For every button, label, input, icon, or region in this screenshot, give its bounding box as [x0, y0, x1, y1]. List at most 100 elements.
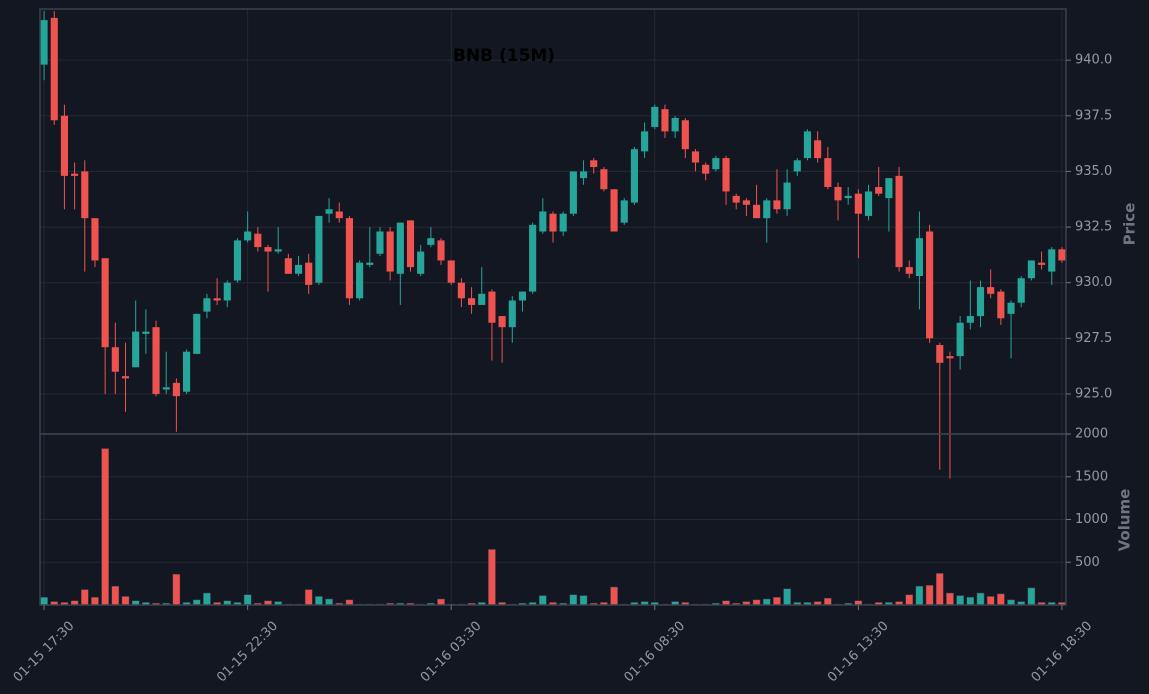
candle-body — [946, 356, 954, 359]
candle-body — [518, 291, 527, 301]
candle-body — [763, 200, 771, 219]
candle-body — [488, 291, 496, 323]
y-tick-label: 925.0 — [1075, 386, 1112, 401]
volume-bar — [91, 597, 99, 606]
candle-body — [213, 298, 221, 301]
volume-bar — [579, 595, 588, 606]
volume-tick-label: 2000 — [1075, 427, 1108, 442]
candle-body — [691, 151, 700, 163]
candle-body — [661, 109, 669, 132]
candle-body — [203, 298, 211, 312]
candle-body — [294, 264, 303, 274]
chart-title: BNB (15M) — [453, 46, 555, 66]
candle-body — [345, 218, 353, 299]
candle-body — [579, 171, 588, 179]
candle-body — [193, 313, 201, 354]
volume-bar — [946, 592, 954, 606]
volume-bar — [569, 594, 578, 606]
candle-body — [549, 213, 557, 232]
candle-body — [610, 189, 618, 232]
candle-body — [559, 213, 567, 232]
volume-bar — [783, 588, 791, 606]
candle-body — [284, 258, 292, 274]
candle-body — [478, 293, 486, 305]
y-tick-label: 940.0 — [1075, 53, 1112, 68]
candle-body — [905, 267, 913, 274]
volume-bar — [172, 573, 181, 606]
candle-body — [111, 347, 119, 372]
candle-body — [121, 376, 130, 379]
candle-body — [162, 387, 170, 390]
candle-body — [91, 218, 99, 261]
candle-body — [40, 20, 48, 65]
candle-body — [437, 240, 445, 261]
candle-body — [651, 106, 659, 127]
y-axis-label: Price — [1121, 203, 1139, 246]
candle-body — [742, 200, 750, 205]
volume-bar — [111, 585, 120, 606]
candle-body — [457, 282, 465, 299]
volume-bar — [243, 594, 252, 606]
candle-body — [244, 231, 252, 241]
candle-body — [274, 249, 282, 252]
candle-body — [366, 262, 374, 265]
candle-body — [885, 178, 893, 199]
candle-body — [590, 160, 598, 167]
volume-bar — [325, 598, 333, 606]
candle-body — [386, 231, 394, 272]
candle-body — [142, 331, 150, 334]
candle-body — [447, 260, 455, 283]
volume-bar — [304, 589, 313, 606]
candle-body — [508, 300, 516, 328]
volume-bar — [539, 595, 547, 606]
candle-body — [183, 351, 191, 392]
candle-body — [803, 131, 812, 159]
volume-axis-label: Volume — [1116, 489, 1134, 552]
volume-bar — [40, 597, 48, 606]
candle-body — [396, 222, 404, 274]
candle-body — [997, 291, 1005, 319]
candle-body — [793, 160, 801, 172]
candle-body — [844, 195, 852, 199]
volume-bar — [315, 596, 323, 606]
volume-tick-label: 1500 — [1075, 469, 1108, 484]
volume-bar — [956, 595, 964, 606]
candle-body — [864, 191, 873, 216]
y-tick-label: 937.5 — [1075, 108, 1112, 123]
candle-body — [1038, 262, 1046, 265]
candle-body — [722, 158, 730, 192]
y-tick-label: 935.0 — [1075, 164, 1112, 179]
candle-body — [71, 173, 79, 176]
candle-body — [81, 171, 89, 219]
candle-body — [712, 158, 720, 170]
volume-bar — [1007, 599, 1015, 606]
volume-bar — [935, 573, 944, 606]
candle-body — [753, 204, 761, 219]
candle-body — [895, 175, 903, 268]
candle-body — [60, 115, 68, 176]
candle-body — [875, 187, 883, 194]
candle-body — [630, 149, 638, 203]
volume-bar — [824, 597, 832, 606]
candle-body — [152, 327, 160, 394]
candle-body — [1017, 278, 1025, 303]
volume-bar — [488, 549, 496, 606]
volume-bar — [762, 598, 771, 606]
candle-body — [376, 231, 384, 254]
volume-bar — [101, 448, 109, 606]
candle-body — [854, 193, 862, 214]
volume-bar — [905, 594, 914, 606]
candle-body — [783, 182, 791, 210]
candle-body — [315, 215, 323, 283]
candle-body — [987, 287, 995, 294]
y-tick-label: 932.5 — [1075, 220, 1112, 235]
candle-body — [814, 140, 822, 159]
volume-bar — [1027, 587, 1036, 606]
candle-body — [620, 200, 628, 223]
candle-body — [101, 258, 109, 348]
candle-body — [824, 158, 832, 188]
candle-body — [1007, 302, 1015, 314]
candle-body — [966, 316, 974, 323]
volume-bar — [915, 585, 924, 606]
